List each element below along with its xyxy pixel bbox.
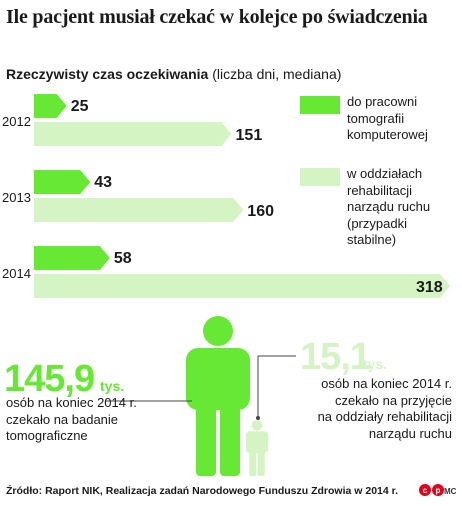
legend-line: komputerowej [347,127,428,142]
stat-left-number: 145,9 [4,358,95,400]
legend-line: w oddziałach [347,166,423,181]
description-line: czekało na badanie [6,411,119,427]
value-label-2013-tomografia: 43 [94,174,112,191]
legend-swatch-1 [300,168,340,186]
legend-line: rehabilitacji [347,182,413,198]
category-label-2013: 2013 [2,190,31,205]
legend-line: narządu ruchu [347,199,431,214]
stat-right-number: 15,1 [300,336,371,378]
value-label-2014-tomografia: 58 [114,250,132,267]
value-label-2012-rehabilitacja: 151 [236,127,263,144]
svg-text:p: p [436,486,441,495]
value-label-2013-rehabilitacja: 160 [247,203,274,220]
legend-line: do pracowni [347,94,418,109]
bar-2014-rehabilitacja [34,274,450,298]
chart-subtitle: Rzeczywisty czas oczekiwania (liczba dni… [6,66,341,82]
subtitle-bold: Rzeczywisty czas oczekiwania [6,66,209,82]
bar-2013-rehabilitacja [34,198,244,222]
description-line: osób na koniec 2014 r. [6,395,137,410]
description-line: tomograficzne [6,428,88,443]
svg-text:c: c [423,486,428,495]
publisher-logo: c p [419,483,455,497]
bar-2014-tomografia [34,246,110,270]
subtitle-rest: (liczba dni, mediana) [208,66,342,82]
stat-right-unit: tys. [363,356,388,372]
legend-line: stabilne) [347,232,397,247]
source-note: Źródło: Raport NIK, Realizacja zadań Nar… [6,485,399,497]
bar-2012-rehabilitacja [34,122,232,146]
person-icon-large [186,316,250,476]
bar-2012-tomografia [34,94,67,118]
stat-left-unit: tys. [100,378,125,394]
legend-entry-0: do pracowni tomografii komputerowej [347,94,428,144]
description-line: osób na koniec 2014 r. [321,376,452,391]
logo-icon: c p [419,484,444,496]
category-label-2014: 2014 [2,266,31,281]
value-label-2012-tomografia: 25 [71,98,89,115]
stat-left-description: osób na koniec 2014 r. czekało na badanie… [6,395,137,445]
description-line: czekało na przyjęcie [334,392,452,408]
bar-2013-tomografia [34,170,91,194]
connector-dot [256,416,260,420]
legend-swatch-0 [300,96,340,114]
category-label-2012: 2012 [2,114,31,129]
description-line: narządu ruchu [368,425,452,441]
author-initials: MC [444,487,457,496]
chart-title: Ile pacjent musiał czekać w kolejce po ś… [6,6,428,28]
stat-right-description: osób na koniec 2014 r. czekało na przyjęc… [282,376,452,442]
legend-line: (przypadki [347,215,407,231]
value-label-2014-rehabilitacja: 318 [416,279,443,296]
person-icon-small [245,420,269,476]
legend-line: tomografii [347,110,405,126]
legend-entry-1: w oddziałach rehabilitacji narządu ruchu (p… [347,166,430,249]
description-line: na oddziały rehabilitacji [317,409,452,424]
